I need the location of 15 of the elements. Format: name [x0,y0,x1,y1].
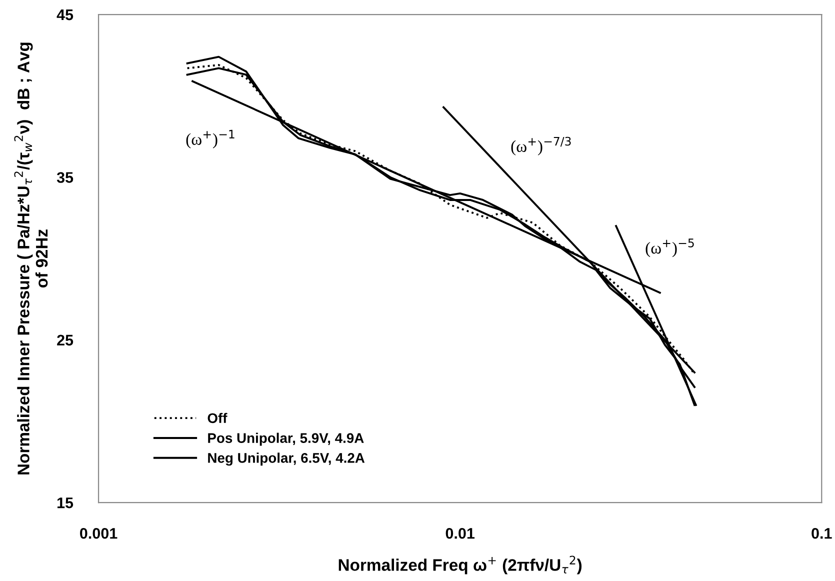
legend-label: Neg Unipolar, 6.5V, 4.2A [208,452,365,466]
annotation: (ω$^{+}$)$^{−5}$ [646,238,694,258]
x-tick-label: 0.001 [80,528,118,539]
x-axis-title: Normalized Freq ω$^{+}$ (2πfν/U$_{τ}$$^{2}$) [338,556,582,574]
legend-label: Off [208,412,228,424]
annotation: (ω$^{+}$)$^{−1}$ [186,130,234,148]
y-tick-label: 35 [56,172,74,183]
text: Normalized Inner Pressure ( Pa/Hz*U$_{τ}$$^{2}$/(τ$_{w}$$^{2}$ν) dB ; Avg of 92Hz [14,42,48,474]
y-tick-label: 25 [57,334,74,346]
x-tick-label: 0.01 [446,528,475,539]
annotation: (ω$^{+}$)$^{−7/3}$ [511,136,571,156]
y-tick-label: 15 [58,498,74,508]
y-tick-label: 45 [56,10,74,20]
legend-label: Pos Unipolar, 5.9V, 4.9A [208,432,364,446]
x-tick-label: 0.1 [812,528,832,539]
